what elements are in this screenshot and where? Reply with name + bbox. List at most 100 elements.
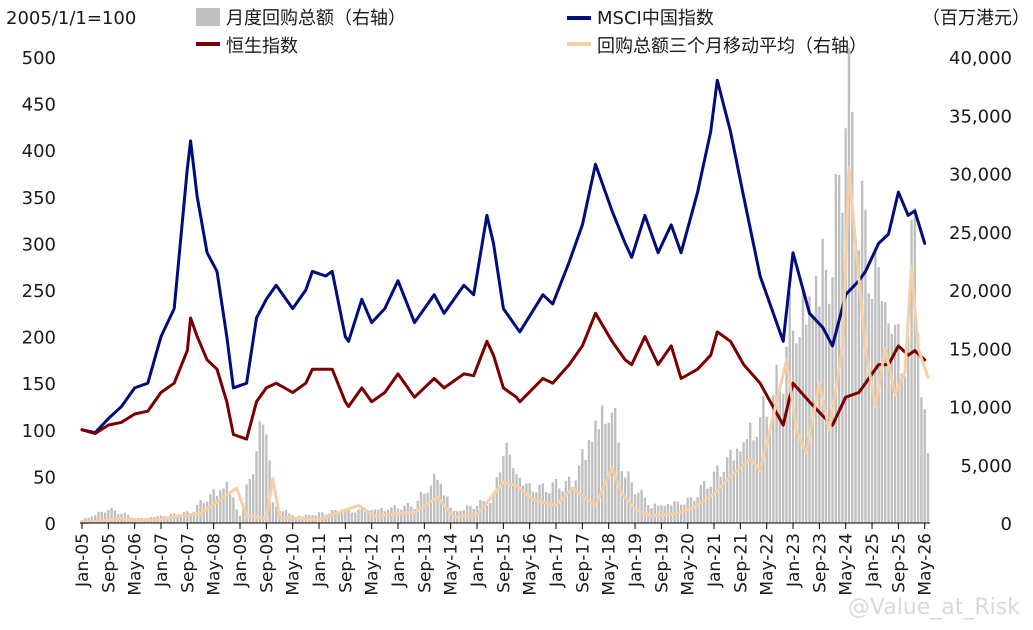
buyback-bar [400,509,403,523]
buyback-bar [884,302,887,523]
right-tick-label: 30,000 [949,165,1012,186]
buyback-bar [630,482,633,523]
x-tick-label: Sep-25 [889,533,909,593]
buyback-bar [103,512,107,523]
left-axis-label: 2005/1/1=100 [6,8,136,29]
watermark: @Value_at_Risk [848,595,1020,620]
buyback-bar [327,513,331,523]
legend: 月度回购总额（右轴） 恒生指数 MSCI中国指数 回购总额三个月移动平均（右轴） [196,8,867,57]
buyback-bar [837,175,841,524]
buyback-bar [360,509,363,523]
buyback-bar [357,509,360,523]
buyback-bar [791,330,795,523]
left-tick-label: 0 [45,514,56,535]
buyback-bar [199,500,202,523]
buyback-bar [880,300,884,523]
right-tick-label: 5,000 [960,456,1012,477]
buyback-bar [620,471,624,523]
buyback-bar [354,512,357,523]
buyback-bar [574,480,577,523]
buyback-bar [219,490,222,523]
right-tick-label: 25,000 [949,223,1012,244]
buyback-bar [716,465,719,523]
buyback-bar [558,488,561,523]
buyback-bar [97,511,100,523]
buyback-bar [344,509,347,523]
left-tick-label: 500 [22,48,56,69]
buyback-bar [591,442,594,523]
buyback-bar [828,303,831,523]
buyback-bar [627,471,630,523]
buyback-bar [347,509,350,523]
buyback-bar [317,512,321,523]
buyback-bar [531,491,535,523]
buyback-bar [495,477,498,523]
buyback-bar [897,323,900,523]
left-tick-label: 400 [22,141,56,162]
x-tick-label: Jan-21 [705,533,725,588]
buyback-bar [225,482,229,523]
x-tick-label: May-16 [521,533,541,596]
buyback-bar [735,448,739,523]
buyback-bar [186,511,189,523]
x-tick-label: Jan-25 [863,533,883,588]
x-tick-label: Sep-09 [257,533,277,593]
buyback-bar [515,474,518,523]
buyback-bar [597,429,601,523]
right-axis-ticks: 0 5,000 10,000 15,000 20,000 25,000 30,000 35,0… [949,48,1012,535]
buyback-bar [719,476,722,523]
buyback-bar [330,510,334,523]
series-line-1 [80,311,927,441]
buyback-bar [821,238,824,523]
buyback-bar [192,511,196,523]
buyback-bar [248,478,252,523]
buyback-bar [110,507,113,523]
buyback-bar [508,454,512,523]
buyback-bar [722,471,726,523]
buyback-bar [857,250,861,523]
buyback-bar [350,512,354,523]
buyback-bar [518,477,521,523]
right-tick-label: 40,000 [949,48,1012,69]
buyback-bar [265,434,268,523]
series-line-2 [80,166,930,525]
buyback-bar [485,505,489,523]
buyback-bar [396,508,400,523]
x-tick-label: Jan-15 [468,533,488,588]
buyback-bar [521,485,525,523]
buyback-bar [245,484,248,523]
buyback-bar [182,512,186,523]
left-tick-label: 350 [22,188,56,209]
buyback-bar [383,511,387,523]
buyback-bar [238,515,242,523]
buyback-bar [242,503,245,523]
buyback-bar [337,512,340,523]
buyback-bar [564,480,568,523]
left-tick-label: 150 [22,374,56,395]
right-axis-label: （百万港元） [922,8,1030,29]
buyback-bar [222,488,225,523]
buyback-bar [548,493,551,523]
buyback-bar [209,494,212,523]
buyback-bar [275,506,278,523]
buyback-bar [851,111,854,524]
buyback-bar [205,501,209,523]
buyback-bar [614,407,617,523]
buyback-bar [587,440,591,523]
left-tick-label: 450 [22,95,56,116]
x-tick-label: Sep-17 [573,533,593,593]
buyback-bar [706,488,709,523]
buyback-bar [640,489,643,523]
buyback-bar [442,495,446,523]
buyback-bar [900,373,903,523]
buyback-bar [643,497,647,523]
buyback-bar [805,324,808,523]
buyback-bar [228,494,232,523]
right-tick-label: 35,000 [949,106,1012,127]
buyback-bar [340,512,344,523]
x-tick-label: May-06 [126,533,146,596]
buyback-bar [502,456,505,523]
buyback-bar [907,336,910,523]
buyback-bar [798,336,801,523]
